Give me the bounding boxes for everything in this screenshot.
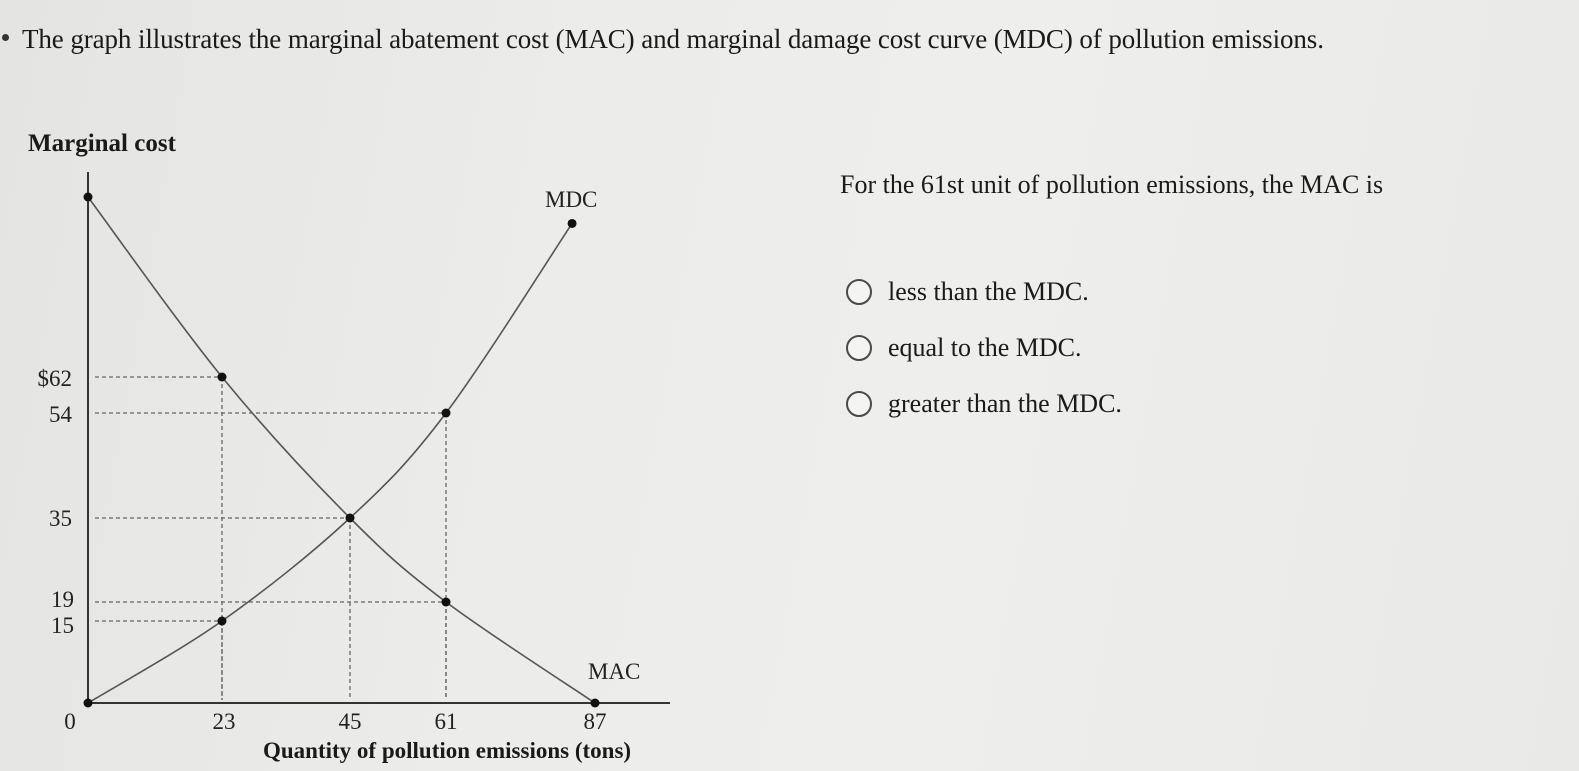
mdc-endpoint — [83, 698, 93, 708]
mac-endpoint — [83, 192, 93, 202]
x-tick-23: 23 — [213, 709, 236, 734]
y-tick-19: 19 — [51, 587, 74, 612]
marginal-cost-chart: $62 54 35 19 15 0 23 45 61 87 MDC MAC — [38, 172, 670, 734]
question-text: The graph illustrates the marginal abate… — [22, 24, 1324, 54]
mac-curve — [87, 196, 596, 704]
mdc-endpoint — [567, 218, 577, 228]
option-label: equal to the MDC. — [888, 333, 1082, 362]
mdc-curve-label: MDC — [545, 187, 597, 212]
option-label: greater than the MDC. — [888, 389, 1122, 418]
x-axis-title: Quantity of pollution emissions (tons) — [263, 738, 632, 763]
curves — [87, 196, 596, 704]
question-prompt: For the 61st unit of pollution emissions… — [840, 170, 1384, 199]
bullet-dot — [2, 34, 9, 41]
guide-lines — [95, 376, 447, 700]
option-greater-than[interactable]: greater than the MDC. — [846, 376, 1122, 432]
mac-endpoint — [590, 698, 600, 708]
y-tick-35: 35 — [49, 506, 72, 531]
y-tick-54: 54 — [49, 402, 73, 427]
data-point — [345, 513, 355, 523]
data-point — [217, 616, 227, 626]
data-point — [441, 408, 451, 418]
x-tick-45: 45 — [339, 709, 362, 734]
data-points — [83, 192, 600, 708]
option-less-than[interactable]: less than the MDC. — [846, 264, 1122, 320]
mac-curve-label: MAC — [588, 659, 640, 684]
x-tick-61: 61 — [435, 709, 458, 734]
y-tick-62: $62 — [38, 366, 73, 391]
radio-button[interactable] — [846, 391, 872, 417]
radio-button[interactable] — [846, 335, 872, 361]
data-point — [217, 372, 227, 382]
y-axis-title: Marginal cost — [28, 130, 176, 157]
x-tick-87: 87 — [584, 709, 607, 734]
option-equal-to[interactable]: equal to the MDC. — [846, 320, 1122, 376]
option-label: less than the MDC. — [888, 277, 1089, 306]
y-tick-15: 15 — [51, 613, 74, 638]
radio-button[interactable] — [846, 279, 872, 305]
x-tick-0: 0 — [64, 709, 76, 734]
data-point — [441, 597, 451, 607]
answer-options: less than the MDC. equal to the MDC. gre… — [846, 264, 1122, 432]
